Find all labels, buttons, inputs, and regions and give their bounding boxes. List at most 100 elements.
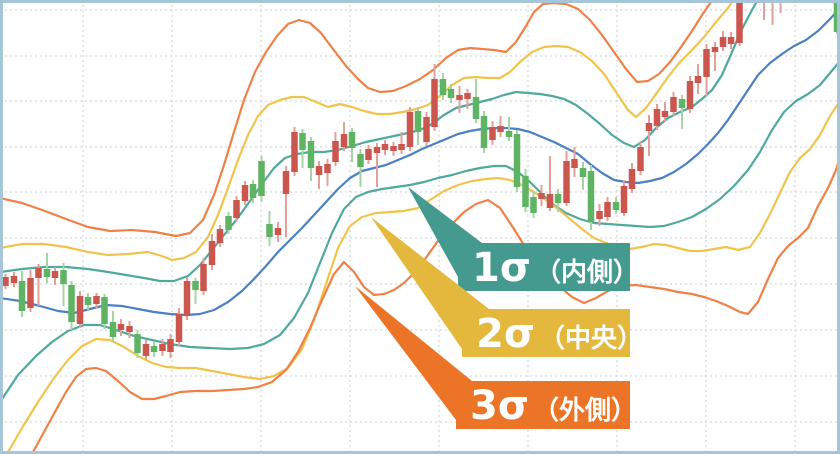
candle-down [414, 107, 422, 145]
callout-label: 2σ （中央） [476, 311, 643, 357]
candle-down [439, 73, 447, 100]
callout-tail [355, 286, 472, 420]
candle-body [10, 276, 18, 283]
candle-up [423, 112, 430, 146]
callout-box [456, 381, 630, 429]
candle-body [423, 117, 430, 142]
candle-body [497, 126, 504, 132]
candle-up [711, 42, 719, 71]
candle-body [233, 200, 240, 218]
candle-up [686, 76, 694, 113]
callout-label: 3σ （外側） [470, 383, 637, 429]
candle-down [150, 341, 158, 357]
callout-paren-text: （外側） [533, 396, 637, 426]
candle-body [134, 334, 141, 353]
candle-body [84, 297, 92, 305]
candle-body [241, 185, 249, 201]
candle-body [587, 171, 595, 222]
candle-body [175, 314, 183, 342]
candle-up [398, 132, 405, 154]
candle-up [142, 340, 150, 360]
callout-sigma-text: 3σ [470, 383, 529, 429]
candle-down [554, 189, 562, 212]
callout-1sigma: 1σ （内側） [408, 187, 639, 291]
candle-up [332, 132, 339, 166]
candle-body [126, 326, 133, 332]
candle-body [596, 211, 603, 219]
candle-body [183, 281, 191, 316]
candle-up [216, 225, 224, 247]
candle-body [365, 149, 372, 160]
candle-up [571, 147, 578, 177]
callout-label: 1σ （内側） [472, 245, 639, 291]
candle-down [587, 165, 595, 230]
candle-up [175, 308, 183, 346]
candle-up [431, 64, 438, 131]
candle-body [694, 76, 702, 83]
callout-paren-text: （内側） [535, 258, 639, 288]
candle-down [43, 253, 51, 283]
candle-down [101, 294, 108, 329]
candle-body [299, 133, 306, 150]
candle-body [324, 164, 331, 173]
candle-body [579, 168, 587, 177]
candle-up [35, 264, 42, 306]
candle-up [373, 143, 381, 187]
candle-body [670, 97, 677, 112]
candle-body [513, 134, 521, 187]
candle-up [117, 319, 125, 336]
band-line-3sigma-upper [2, 2, 713, 238]
candle-up [27, 270, 34, 312]
candle-body [447, 89, 455, 98]
candle-body [637, 147, 644, 171]
candle-body [480, 116, 488, 148]
candle-body [620, 186, 628, 213]
candle-body [719, 37, 727, 47]
candle-up [183, 277, 191, 320]
candle-down [249, 180, 257, 203]
candle-up [167, 334, 174, 358]
candle-body [60, 270, 67, 284]
candle-body [192, 281, 199, 290]
candle-down [299, 129, 306, 168]
band-line-1sigma-lower [2, 61, 838, 401]
candle-body [282, 171, 290, 194]
candle-body [406, 112, 414, 147]
candle-body [258, 161, 265, 196]
candle-up [406, 107, 414, 151]
candle-up [200, 258, 207, 295]
candle-down [134, 330, 141, 358]
candle-body [18, 281, 26, 311]
candle-up [538, 185, 545, 206]
band-line-2sigma-upper [2, 2, 734, 262]
candle-down [522, 169, 529, 212]
candle-body [159, 344, 166, 351]
candle-body [68, 285, 75, 322]
candle-body [167, 339, 174, 352]
candle-body [381, 144, 389, 150]
candle-body [225, 216, 232, 230]
candle-up [637, 141, 644, 175]
candle-down [348, 128, 356, 162]
candle-up [10, 272, 18, 287]
candle-body [653, 109, 661, 126]
candle-up [274, 222, 282, 242]
candle-down [109, 311, 117, 341]
candle-body [645, 123, 653, 131]
candle-up [604, 197, 611, 221]
candle-up [670, 92, 677, 116]
candle-up [126, 321, 133, 338]
candle-body [414, 111, 422, 132]
candle-up [233, 196, 240, 222]
candle-body [51, 271, 59, 278]
candle-down [480, 111, 488, 153]
candle-up [489, 121, 496, 145]
candle-body [390, 146, 397, 151]
candle-body [249, 184, 257, 198]
candle-down [472, 79, 480, 123]
candle-up [282, 166, 290, 237]
candle-down [307, 137, 315, 181]
